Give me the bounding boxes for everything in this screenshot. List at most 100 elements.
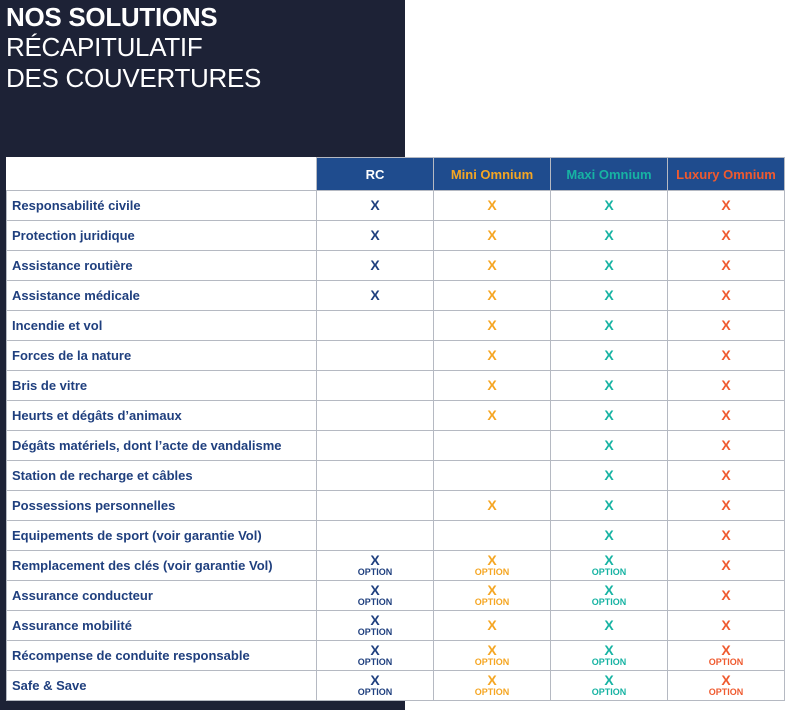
included-mark: X	[721, 642, 731, 658]
coverage-cell: X	[433, 340, 551, 371]
included-mark: X	[370, 227, 380, 243]
coverage-label: Possessions personnelles	[6, 490, 317, 521]
included-mark: X	[721, 227, 731, 243]
included-mark: X	[370, 197, 380, 213]
title-line-1: NOS SOLUTIONS	[6, 2, 218, 32]
included-mark: X	[370, 552, 380, 568]
included-mark: X	[604, 197, 614, 213]
column-header-mini-omnium: Mini Omnium	[433, 157, 551, 191]
column-header-rc: RC	[316, 157, 434, 191]
included-mark: X	[604, 497, 614, 513]
table-row: Assurance mobilité X OPTION X X X	[6, 610, 785, 641]
table-row: Forces de la nature X X X	[6, 340, 785, 371]
coverage-cell: X	[550, 460, 668, 491]
coverage-cell: X	[433, 280, 551, 311]
included-mark: X	[487, 407, 497, 423]
included-mark: X	[604, 377, 614, 393]
coverage-label: Assistance routière	[6, 250, 317, 281]
coverage-label: Assurance conducteur	[6, 580, 317, 611]
coverage-cell: X OPTION	[433, 580, 551, 611]
coverage-cell: X	[667, 190, 785, 221]
included-mark: X	[721, 407, 731, 423]
included-mark: X	[370, 612, 380, 628]
included-mark: X	[721, 377, 731, 393]
included-mark: X	[370, 642, 380, 658]
coverage-label: Assistance médicale	[6, 280, 317, 311]
included-mark: X	[487, 552, 497, 568]
included-mark: X	[487, 317, 497, 333]
included-mark: X	[721, 497, 731, 513]
included-mark: X	[487, 642, 497, 658]
included-mark: X	[604, 642, 614, 658]
included-mark: X	[487, 197, 497, 213]
included-mark: X	[487, 287, 497, 303]
coverage-cell: X	[667, 460, 785, 491]
coverage-cell: X	[433, 310, 551, 341]
option-label: OPTION	[357, 567, 393, 577]
coverage-cell: X OPTION	[550, 670, 668, 701]
coverage-cell: X OPTION	[316, 610, 434, 641]
coverage-label: Protection juridique	[6, 220, 317, 251]
included-mark: X	[721, 437, 731, 453]
page-title: NOS SOLUTIONS RÉCAPITULATIF DES COUVERTU…	[6, 2, 261, 94]
included-mark: X	[370, 582, 380, 598]
included-mark: X	[604, 437, 614, 453]
option-label: OPTION	[591, 597, 627, 607]
table-row: Remplacement des clés (voir garantie Vol…	[6, 550, 785, 581]
table-row: Assistance médicale X X X X	[6, 280, 785, 311]
coverage-label: Responsabilité civile	[6, 190, 317, 221]
coverage-label: Assurance mobilité	[6, 610, 317, 641]
coverage-cell: X	[667, 220, 785, 251]
included-mark: X	[604, 287, 614, 303]
coverage-cell: X	[550, 490, 668, 521]
coverage-cell: X	[667, 430, 785, 461]
coverage-cell: X	[316, 280, 434, 311]
coverage-cell: X	[433, 490, 551, 521]
coverage-cell: X OPTION	[316, 640, 434, 671]
included-mark: X	[487, 672, 497, 688]
coverage-cell: X OPTION	[433, 670, 551, 701]
included-mark: X	[604, 317, 614, 333]
included-mark: X	[721, 287, 731, 303]
included-mark: X	[604, 407, 614, 423]
option-label: OPTION	[474, 597, 510, 607]
coverage-cell: X	[550, 400, 668, 431]
option-label: OPTION	[591, 657, 627, 667]
title-line-2: RÉCAPITULATIF	[6, 32, 203, 62]
coverage-cell: X	[667, 550, 785, 581]
included-mark: X	[721, 467, 731, 483]
included-mark: X	[721, 257, 731, 273]
table-header-row: RC Mini Omnium Maxi Omnium Luxury Omnium	[7, 157, 785, 191]
coverage-cell: X	[550, 280, 668, 311]
column-header-maxi-omnium: Maxi Omnium	[550, 157, 668, 191]
coverage-cell: X	[667, 400, 785, 431]
coverage-cell: X	[550, 370, 668, 401]
included-mark: X	[721, 527, 731, 543]
included-mark: X	[370, 672, 380, 688]
included-mark: X	[721, 197, 731, 213]
table-row: Equipements de sport (voir garantie Vol)…	[6, 520, 785, 551]
included-mark: X	[721, 587, 731, 603]
coverage-cell	[433, 460, 551, 491]
coverage-cell: X	[667, 280, 785, 311]
coverage-cell	[316, 400, 434, 431]
coverage-cell: X	[550, 430, 668, 461]
coverage-cell: X OPTION	[667, 640, 785, 671]
included-mark: X	[721, 317, 731, 333]
option-label: OPTION	[708, 657, 744, 667]
coverage-cell: X	[667, 250, 785, 281]
coverage-cell	[433, 430, 551, 461]
coverage-cell: X	[433, 250, 551, 281]
included-mark: X	[487, 227, 497, 243]
included-mark: X	[604, 467, 614, 483]
coverage-cell: X	[667, 520, 785, 551]
option-label: OPTION	[474, 657, 510, 667]
coverage-label: Forces de la nature	[6, 340, 317, 371]
included-mark: X	[487, 617, 497, 633]
coverage-cell: X	[667, 340, 785, 371]
table-row: Dégâts matériels, dont l’acte de vandali…	[6, 430, 785, 461]
included-mark: X	[721, 347, 731, 363]
option-label: OPTION	[357, 687, 393, 697]
coverage-label: Remplacement des clés (voir garantie Vol…	[6, 550, 317, 581]
coverage-cell: X	[433, 610, 551, 641]
